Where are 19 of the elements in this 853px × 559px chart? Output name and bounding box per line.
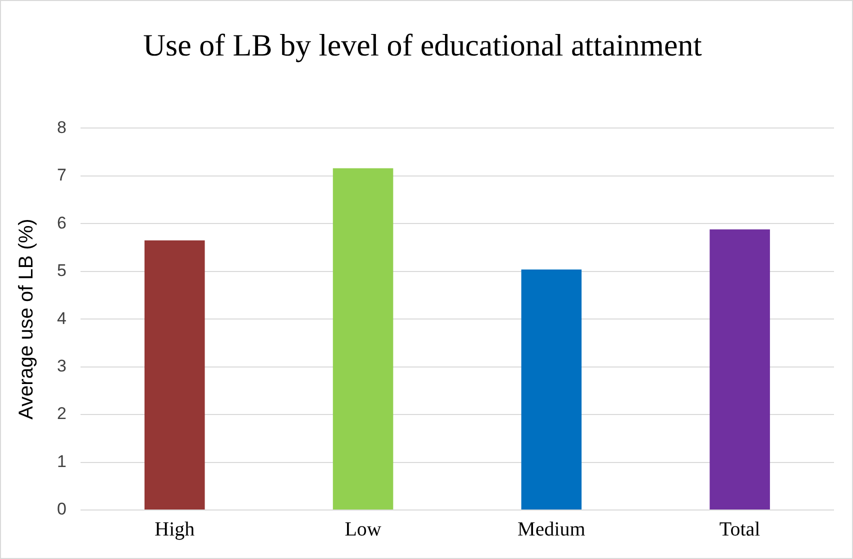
bar: [144, 240, 205, 510]
y-tick-label: 2: [56, 404, 66, 424]
y-axis-title: Average use of LB (%): [16, 218, 38, 420]
x-tick-label: Total: [719, 518, 761, 540]
y-tick-label: 5: [56, 261, 66, 280]
y-tick-label: 8: [56, 118, 66, 137]
y-tick-label: 7: [56, 166, 66, 185]
x-tick-label: High: [154, 518, 195, 540]
y-tick-label: 0: [56, 500, 66, 519]
y-tick-label: 3: [56, 356, 66, 376]
x-tick-label: Medium: [518, 518, 586, 540]
bar: [710, 229, 770, 510]
y-tick-label: 1: [56, 452, 66, 471]
y-tick-label: 4: [56, 308, 66, 328]
y-tick-label: 6: [56, 213, 66, 232]
bar: [521, 269, 582, 510]
chart-title: Use of LB by level of educational attainment: [143, 28, 702, 63]
bar: [332, 168, 394, 510]
x-tick-label: Low: [344, 518, 382, 540]
